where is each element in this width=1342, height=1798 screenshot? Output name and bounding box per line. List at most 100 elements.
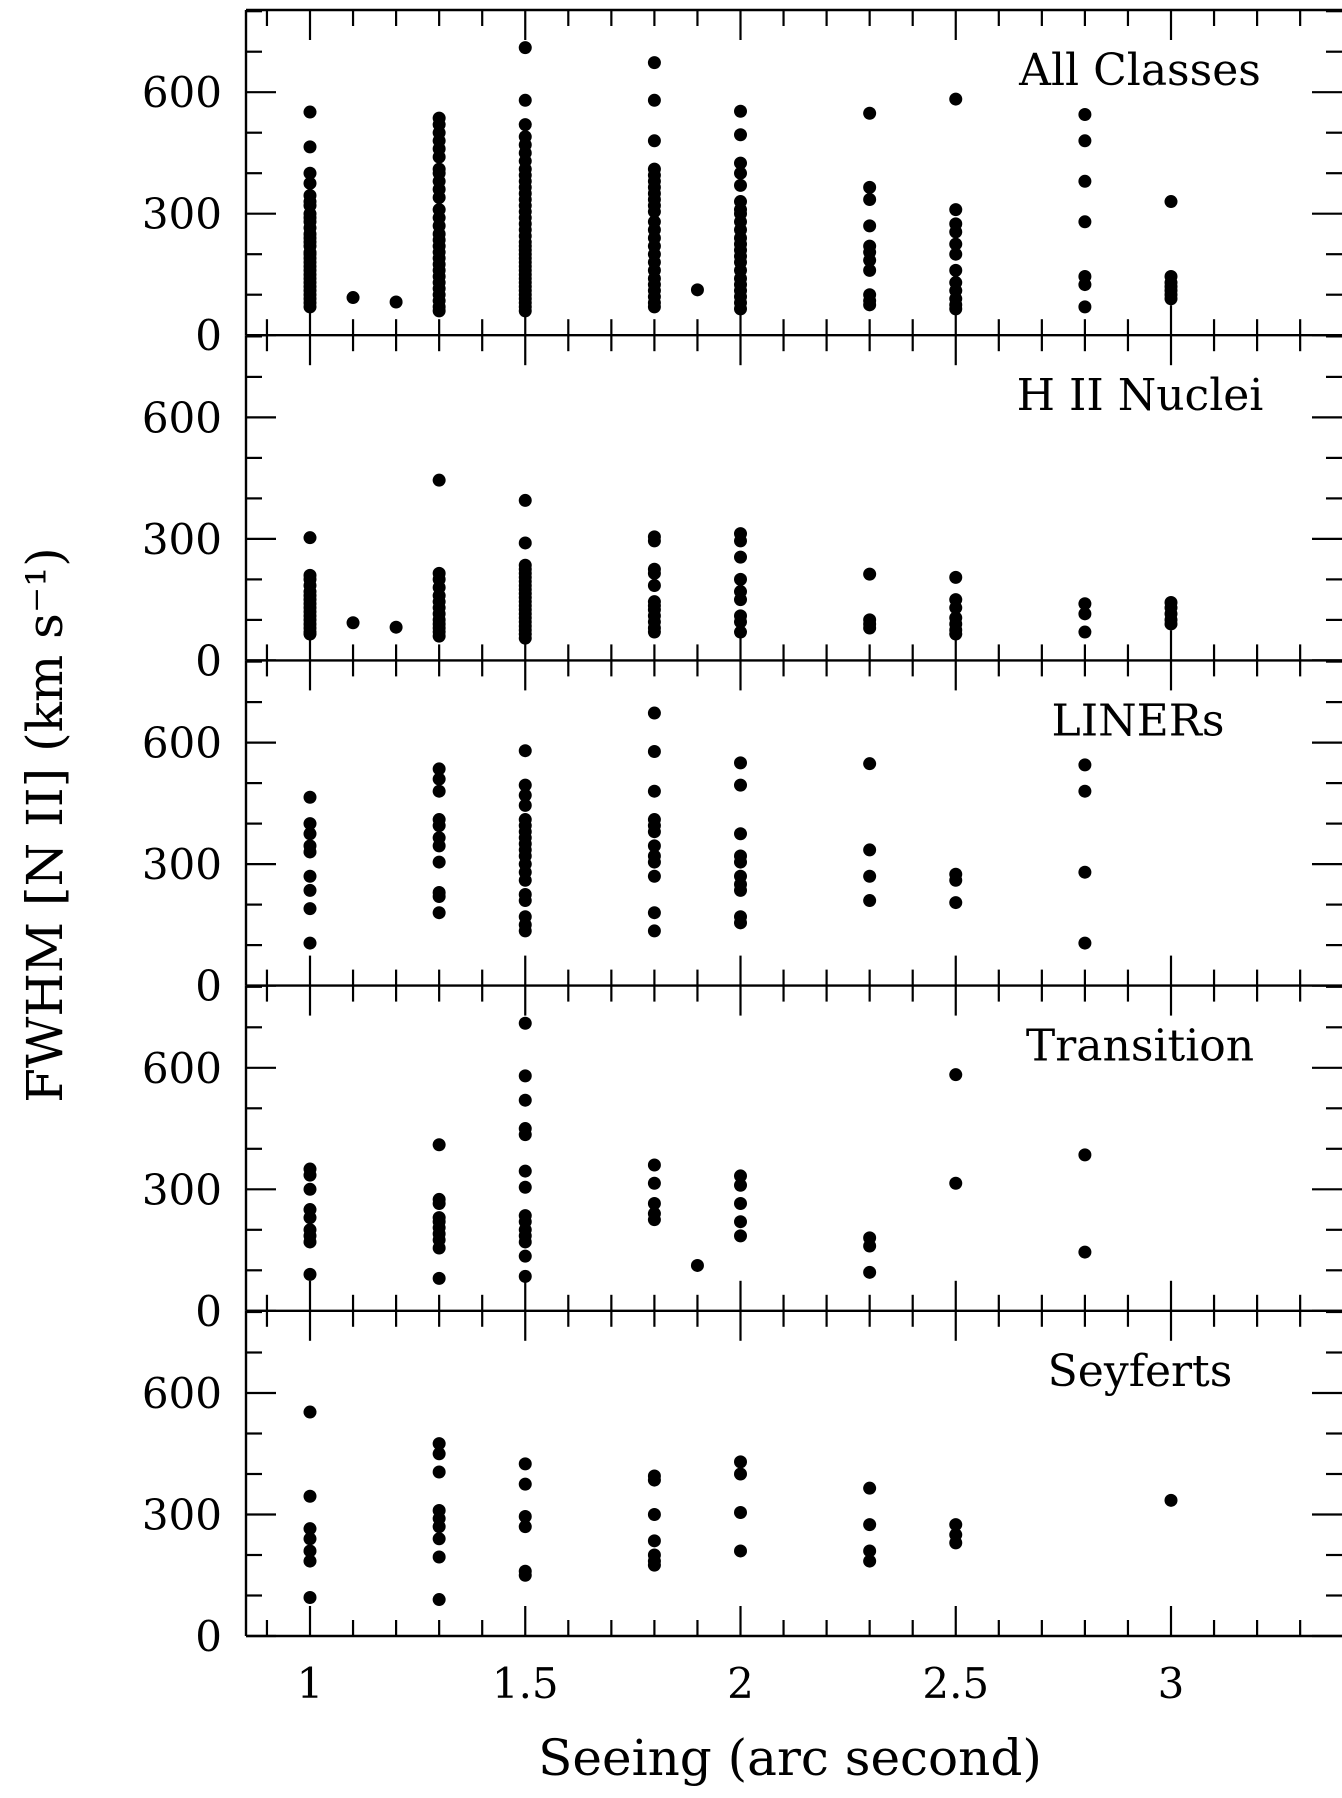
data-point <box>303 790 317 804</box>
data-point <box>863 1265 877 1279</box>
data-point <box>303 1591 317 1605</box>
data-point <box>734 1178 747 1192</box>
data-point <box>432 1271 446 1285</box>
data-point <box>1078 300 1092 314</box>
data-point <box>518 304 532 318</box>
data-point <box>1078 174 1092 188</box>
data-point <box>734 1455 747 1469</box>
x-tick-label: 2 <box>727 1659 754 1708</box>
data-point <box>863 894 877 908</box>
panel-2: 0 300 600 LINERs <box>142 660 1342 1011</box>
data-point <box>734 534 747 548</box>
data-point <box>518 1128 532 1142</box>
data-point <box>518 1477 532 1491</box>
y-tick-label: 600 <box>142 68 222 117</box>
data-point <box>1078 278 1092 292</box>
data-point <box>432 1138 446 1152</box>
data-point <box>647 300 661 314</box>
panel-4: 0 300 600 Seyferts <box>142 1310 1342 1661</box>
data-point <box>949 302 963 316</box>
data-point <box>432 1465 446 1479</box>
data-point <box>863 253 877 267</box>
data-point <box>647 566 661 580</box>
data-point <box>303 936 317 950</box>
data-point <box>734 104 747 118</box>
data-point <box>734 550 747 564</box>
panel-label: H II Nuclei <box>1017 370 1264 421</box>
data-point <box>647 1196 661 1210</box>
data-point <box>949 1536 963 1550</box>
data-point <box>647 924 661 938</box>
data-point <box>303 627 317 641</box>
data-point <box>734 883 747 897</box>
data-point <box>432 473 446 487</box>
data-point <box>1078 865 1092 879</box>
data-point <box>734 1169 747 1183</box>
data-point <box>432 839 446 853</box>
data-point <box>1078 107 1092 121</box>
data-point <box>303 817 317 831</box>
data-point <box>303 140 317 154</box>
data-point <box>949 92 963 106</box>
data-point <box>1078 1148 1092 1162</box>
data-point <box>647 1534 661 1548</box>
data-point <box>647 1213 661 1227</box>
data-point <box>1164 292 1178 306</box>
data-point <box>734 572 747 586</box>
data-point <box>346 616 360 630</box>
data-point <box>1078 215 1092 229</box>
data-point <box>518 798 532 812</box>
x-tick-label: 2.5 <box>922 1659 989 1708</box>
panel-0: 0 300 600 All Classes <box>142 8 1342 360</box>
data-point <box>303 1489 317 1503</box>
data-point <box>303 869 317 883</box>
data-point <box>518 1568 532 1582</box>
data-point <box>734 916 747 930</box>
y-tick-label: 600 <box>142 1044 222 1093</box>
data-point <box>1078 758 1092 772</box>
data-point <box>432 191 446 204</box>
data-point <box>432 1447 446 1461</box>
data-point <box>949 203 963 217</box>
y-tick-label: 300 <box>142 1491 222 1540</box>
data-point <box>863 757 877 771</box>
data-point <box>432 1196 446 1210</box>
data-point <box>863 621 877 635</box>
data-point <box>863 1544 877 1558</box>
y-tick-label: 300 <box>142 1165 222 1214</box>
y-tick-label: 0 <box>195 1287 222 1336</box>
data-point <box>518 41 532 55</box>
data-point <box>734 855 747 869</box>
data-point <box>432 150 446 164</box>
data-point <box>949 263 963 277</box>
data-point <box>863 1481 877 1495</box>
data-point <box>432 819 446 833</box>
data-point <box>734 593 747 607</box>
data-point <box>734 302 747 316</box>
data-point <box>863 106 877 120</box>
data-point <box>647 1508 661 1521</box>
data-point <box>518 1269 532 1283</box>
data-point <box>647 1558 661 1572</box>
data-point <box>863 843 877 857</box>
panel-1: 0 300 600 H II Nuclei <box>142 335 1342 685</box>
data-point <box>518 924 532 938</box>
x-axis-title: Seeing (arc second) <box>538 1729 1042 1787</box>
data-point <box>647 205 661 219</box>
data-point <box>518 1093 532 1107</box>
y-tick-label: 0 <box>195 1612 222 1661</box>
x-tick-label: 1.5 <box>492 1659 559 1708</box>
data-point <box>734 156 747 170</box>
y-tick-label: 600 <box>142 1369 222 1418</box>
data-point <box>432 1520 446 1534</box>
data-point <box>432 629 446 643</box>
data-point <box>647 745 661 759</box>
data-point <box>734 625 747 639</box>
data-point <box>432 762 446 776</box>
data-point <box>734 1544 747 1558</box>
data-point <box>949 1176 963 1190</box>
data-point <box>647 1158 661 1172</box>
data-point <box>949 896 963 910</box>
data-point <box>432 772 446 786</box>
